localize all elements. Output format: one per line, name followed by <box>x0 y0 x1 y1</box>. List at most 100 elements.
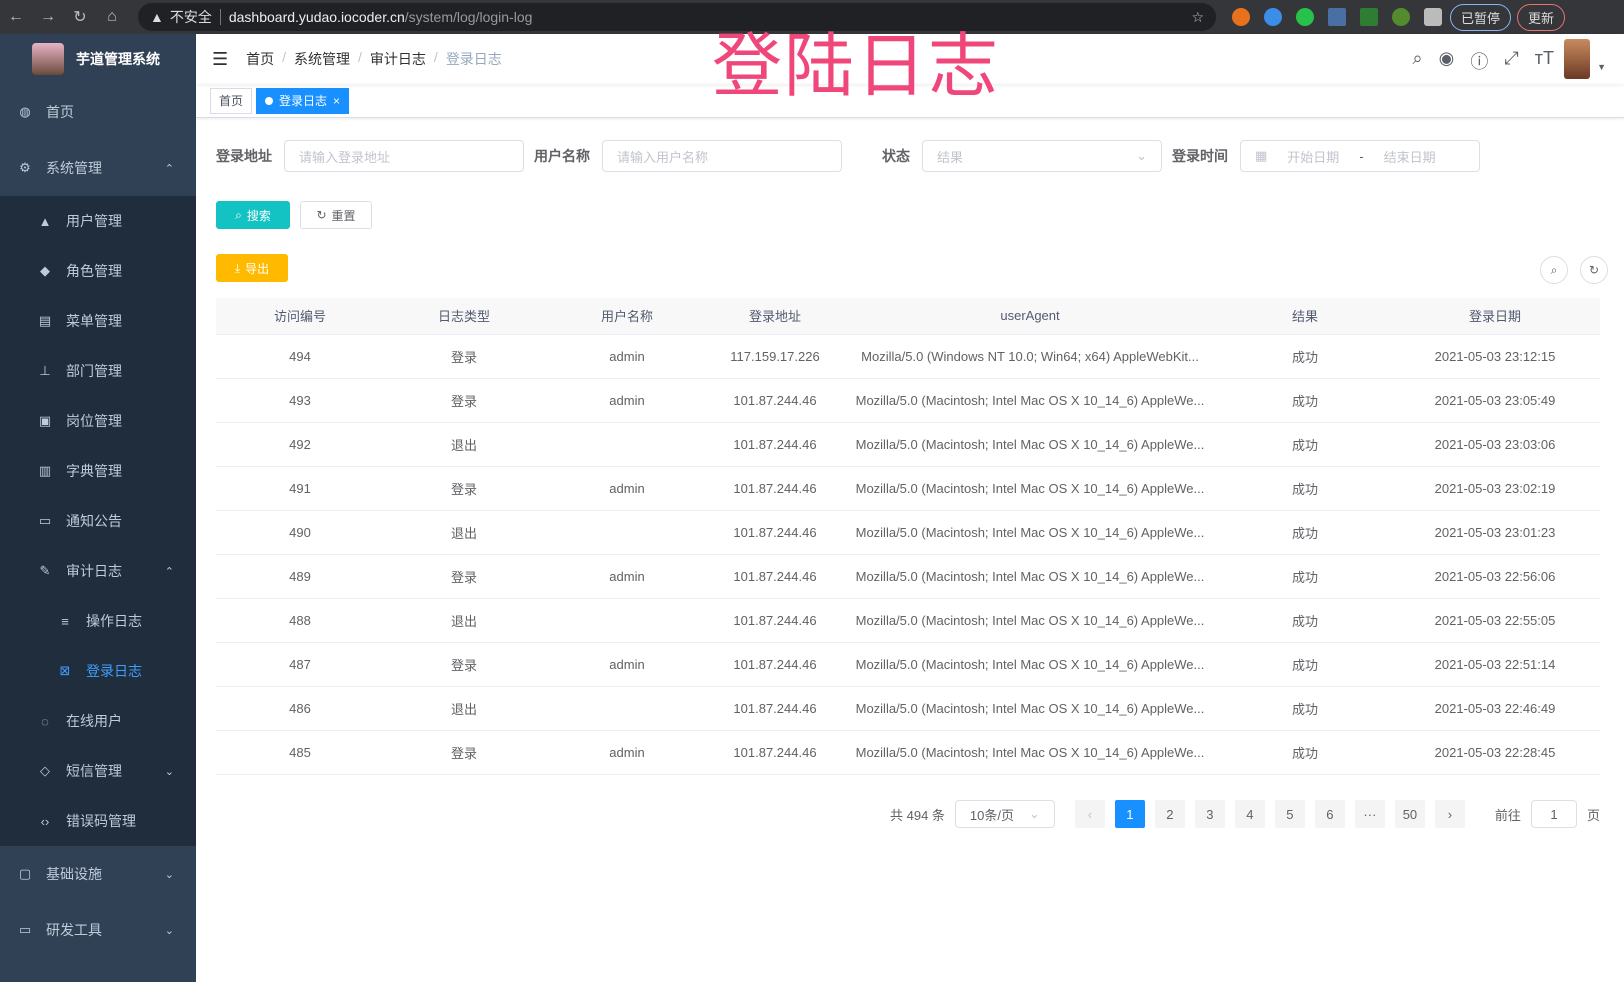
security-label: 不安全 <box>169 9 212 25</box>
table-cell: 2021-05-03 22:55:05 <box>1390 598 1600 643</box>
table-row[interactable]: 487 登录 admin 101.87.244.46 Mozilla/5.0 (Maci… <box>216 642 1600 687</box>
page-button[interactable]: 1 <box>1114 800 1145 828</box>
sidebar-item[interactable]: ▭ 通知公告 <box>0 496 196 546</box>
sidebar-item[interactable]: ⚙ 系统管理 ⌃ <box>0 140 196 196</box>
sidebar-item[interactable]: ‹› 错误码管理 <box>0 796 196 846</box>
table-row[interactable]: 493 登录 admin 101.87.244.46 Mozilla/5.0 (Maci… <box>216 378 1600 423</box>
page-button[interactable]: 6 <box>1314 800 1345 828</box>
search-icon[interactable]: ⌕ <box>1412 48 1423 68</box>
sidebar-item[interactable]: ◆ 角色管理 <box>0 246 196 296</box>
extension-icon[interactable] <box>1232 8 1250 26</box>
bookmark-star-icon[interactable]: ☆ <box>1191 8 1204 25</box>
tag-home[interactable]: 首页 <box>210 87 253 114</box>
sidebar-item[interactable]: ◇ 短信管理 ⌄ <box>0 746 196 796</box>
message-icon: ▭ <box>38 513 52 528</box>
page-button[interactable]: ··· <box>1354 800 1385 828</box>
sidebar-item[interactable]: ▭ 研发工具 ⌄ <box>0 902 196 958</box>
help-icon[interactable]: ⓘ <box>1470 52 1489 72</box>
chevron-down-icon: ⌄ <box>1136 148 1147 163</box>
table-row[interactable]: 486 退出 101.87.244.46 Mozilla/5.0 (Macintosh… <box>216 686 1600 731</box>
table-cell: Mozilla/5.0 (Windows NT 10.0; Win64; x64… <box>840 334 1220 379</box>
addr-input[interactable]: 请输入登录地址 <box>284 140 524 172</box>
page-button[interactable]: 4 <box>1234 800 1265 828</box>
monitor-icon: ▢ <box>18 866 32 881</box>
table-row[interactable]: 490 退出 101.87.244.46 Mozilla/5.0 (Macintosh… <box>216 510 1600 555</box>
export-button[interactable]: ⤓ 导出 <box>216 254 288 282</box>
extension-icon[interactable] <box>1328 8 1346 26</box>
logo[interactable]: 芋道管理系统 <box>0 34 196 84</box>
sidebar-item[interactable]: ◌ 在线用户 <box>0 696 196 746</box>
breadcrumb-item[interactable]: 系统管理 <box>294 51 351 67</box>
table-row[interactable]: 491 登录 admin 101.87.244.46 Mozilla/5.0 (Maci… <box>216 466 1600 511</box>
caret-down-icon[interactable]: ▼ <box>1597 62 1606 72</box>
column-header: 登录地址 <box>710 298 840 335</box>
tool-icon: ▭ <box>18 922 32 937</box>
sidebar-item[interactable]: ▥ 字典管理 <box>0 446 196 496</box>
page-button[interactable]: 50 <box>1394 800 1425 828</box>
sidebar-item[interactable]: ▣ 岗位管理 <box>0 396 196 446</box>
close-icon[interactable]: × <box>333 93 341 108</box>
page-button[interactable]: 5 <box>1274 800 1305 828</box>
sidebar-item[interactable]: ▤ 菜单管理 <box>0 296 196 346</box>
font-size-icon[interactable]: тT <box>1534 48 1554 68</box>
page-button[interactable]: 2 <box>1154 800 1185 828</box>
puzzle-icon[interactable] <box>1424 8 1442 26</box>
sidebar-item[interactable]: ≡ 操作日志 <box>0 596 196 646</box>
column-header: 日志类型 <box>384 298 544 335</box>
update-button[interactable]: 更新 <box>1517 3 1566 31</box>
table-cell: Mozilla/5.0 (Macintosh; Intel Mac OS X 1… <box>840 554 1220 599</box>
table-row[interactable]: 488 退出 101.87.244.46 Mozilla/5.0 (Macintosh… <box>216 598 1600 643</box>
search-button[interactable]: ⌕ 搜索 <box>216 201 290 229</box>
table-row[interactable]: 489 登录 admin 101.87.244.46 Mozilla/5.0 (Maci… <box>216 554 1600 599</box>
username-input[interactable]: 请输入用户名称 <box>602 140 842 172</box>
page-size-select[interactable]: 10条/页 ⌄ <box>954 800 1055 828</box>
github-icon[interactable]: ◉ <box>1438 48 1455 68</box>
home-icon[interactable]: ⌂ <box>107 8 117 25</box>
sidebar-item[interactable]: ▢ 基础设施 ⌄ <box>0 846 196 902</box>
chevron-up-icon: ⌃ <box>164 565 174 578</box>
table-cell: 退出 <box>384 598 544 643</box>
breadcrumb-item[interactable]: 首页 <box>246 51 275 67</box>
sidebar-item[interactable]: ⊠ 登录日志 <box>0 646 196 696</box>
placeholder: 请输入登录地址 <box>299 149 391 165</box>
next-page-button[interactable]: › <box>1434 800 1465 828</box>
extension-icon[interactable] <box>1264 8 1282 26</box>
back-icon[interactable]: ← <box>8 8 24 25</box>
reload-icon[interactable]: ↻ <box>73 9 87 26</box>
table-cell: 489 <box>216 554 384 599</box>
main: ☰ 首页 / 系统管理 / 审计日志 / 登录日志 登陆日志 ⌕ ◉ ⓘ ⤢ тT ▼… <box>196 27 1624 982</box>
hamburger-icon[interactable]: ☰ <box>212 48 229 69</box>
goto-page-input[interactable]: 1 <box>1530 800 1577 828</box>
sidebar-item-label: 菜单管理 <box>66 313 122 329</box>
address-bar[interactable]: ▲ 不安全 dashboard.yudao.iocoder.cn/system/… <box>138 3 1216 31</box>
fullscreen-icon[interactable]: ⤢ <box>1504 48 1519 68</box>
navbar: ☰ 首页 / 系统管理 / 审计日志 / 登录日志 登陆日志 ⌕ ◉ ⓘ ⤢ тT ▼ <box>196 27 1624 105</box>
reset-button[interactable]: ↻ 重置 <box>300 201 372 229</box>
table-row[interactable]: 492 退出 101.87.244.46 Mozilla/5.0 (Macintosh… <box>216 422 1600 467</box>
breadcrumb-item[interactable]: 审计日志 <box>369 51 426 67</box>
prev-page-button[interactable]: ‹ <box>1074 800 1105 828</box>
extension-icon[interactable] <box>1360 8 1378 26</box>
avatar[interactable] <box>1564 39 1590 79</box>
sidebar-item[interactable]: ✎ 审计日志 ⌃ <box>0 546 196 596</box>
profile-button[interactable]: 已暂停 <box>1450 3 1512 31</box>
sidebar-item[interactable]: ▲ 用户管理 <box>0 196 196 246</box>
shield-icon: ◇ <box>40 763 50 778</box>
extension-icon[interactable] <box>1296 8 1314 26</box>
toggle-search-icon[interactable]: ⌕ <box>1540 256 1568 284</box>
sidebar-item[interactable]: ◍ 首页 <box>0 84 196 140</box>
sidebar-item-label: 字典管理 <box>66 463 122 479</box>
extension-icon[interactable] <box>1392 8 1410 26</box>
forward-icon[interactable]: → <box>40 8 56 25</box>
sidebar-item[interactable]: ⊥ 部门管理 <box>0 346 196 396</box>
table-cell: admin <box>544 466 710 511</box>
date-range-picker[interactable]: ▦ 开始日期 - 结束日期 <box>1240 140 1480 172</box>
status-select[interactable]: 结果 ⌄ <box>922 140 1162 172</box>
table-row[interactable]: 494 登录 admin 117.159.17.226 Mozilla/5.0 (Win… <box>216 334 1600 379</box>
table-cell: 2021-05-03 23:03:06 <box>1390 422 1600 467</box>
page-button[interactable]: 3 <box>1194 800 1225 828</box>
refresh-icon[interactable]: ↻ <box>1580 256 1608 284</box>
table-cell <box>544 422 710 467</box>
table-row[interactable]: 485 登录 admin 101.87.244.46 Mozilla/5.0 (Maci… <box>216 730 1600 775</box>
tag-login-log[interactable]: 登录日志 × <box>256 87 350 114</box>
